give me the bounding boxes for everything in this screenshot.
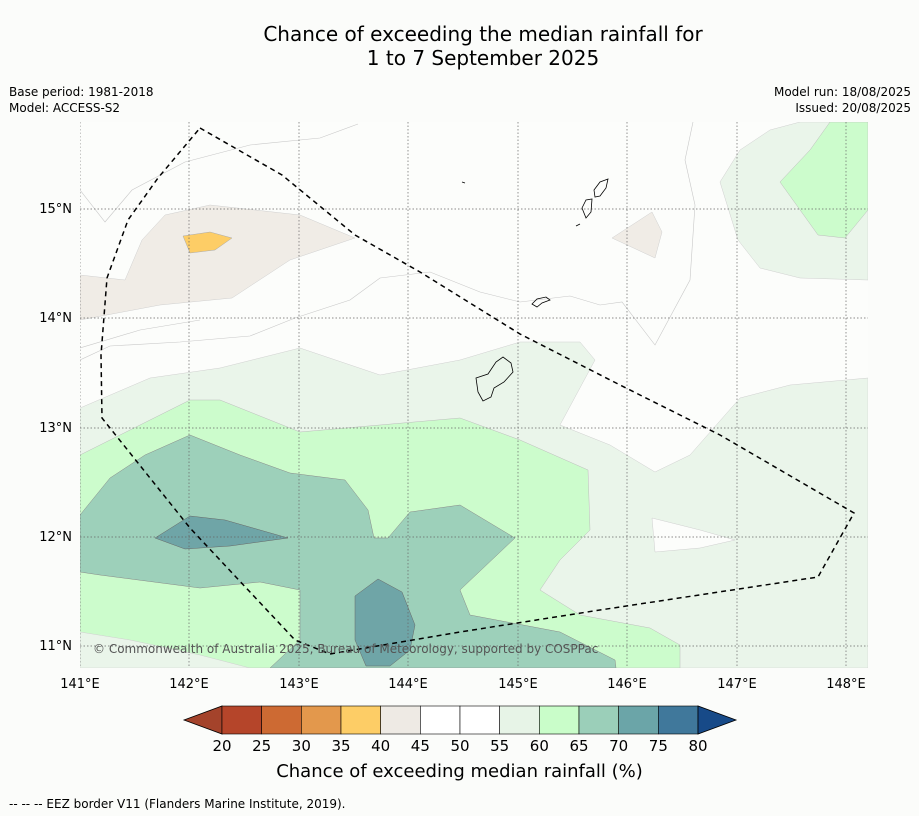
lon-label-147: 147°E	[717, 677, 757, 692]
base-period: Base period: 1981-2018	[9, 85, 154, 99]
colorbar-tick-label: 35	[331, 737, 350, 755]
colorbar-segment	[539, 705, 580, 735]
map-plot-area: © Commonwealth of Australia 2025, Bureau…	[80, 122, 868, 668]
lon-label-141: 141°E	[60, 677, 100, 692]
colorbar-tick-label: 45	[411, 737, 430, 755]
colorbar-over-arrow	[697, 705, 738, 735]
contour-lines	[80, 122, 696, 361]
colorbar-tick-label: 30	[292, 737, 311, 755]
colorbar-segment	[261, 705, 302, 735]
island-tinian	[581, 198, 593, 219]
colorbar-tick-label: 40	[371, 737, 390, 755]
island-farallon	[461, 181, 466, 184]
colorbar-segment	[420, 705, 461, 735]
eez-border	[100, 127, 856, 655]
lon-label-144: 144°E	[388, 677, 428, 692]
colorbar-tick-label: 20	[212, 737, 231, 755]
colorbar-segment	[380, 705, 421, 735]
eez-legend-footer: -- -- -- EEZ border V11 (Flanders Marine…	[9, 797, 346, 811]
colorbar-segment	[618, 705, 659, 735]
lat-label-15: 15°N	[39, 202, 72, 217]
colorbar-segment	[499, 705, 540, 735]
title-line-2: 1 to 7 September 2025	[366, 46, 600, 70]
colorbar-under-arrow	[182, 705, 223, 735]
graticule	[80, 122, 868, 668]
copyright-notice: © Commonwealth of Australia 2025, Bureau…	[93, 642, 598, 656]
band-35-40-northwest	[182, 231, 233, 254]
lon-label-142: 142°E	[169, 677, 209, 692]
band-65-70	[80, 434, 617, 668]
colorbar-tick-label: 60	[530, 737, 549, 755]
colorbar-segment	[301, 705, 342, 735]
contour-line	[80, 319, 201, 349]
island-aguijan	[575, 223, 581, 227]
model-name: Model: ACCESS-S2	[9, 101, 121, 115]
lat-label-12: 12°N	[39, 530, 72, 545]
colorbar-tick-label: 80	[688, 737, 707, 755]
meta-left: Base period: 1981-2018 Model: ACCESS-S2	[9, 84, 154, 116]
contour-line	[80, 122, 696, 361]
band-45-50-northwest	[80, 204, 356, 321]
island-rota	[531, 296, 551, 308]
lon-label-148: 148°E	[826, 677, 866, 692]
lon-label-143: 143°E	[279, 677, 319, 692]
colorbar-segment	[658, 705, 699, 735]
title-line-1: Chance of exceeding the median rainfall …	[263, 22, 703, 46]
colorbar-tick-label: 25	[252, 737, 271, 755]
colorbar-label: Chance of exceeding median rainfall (%)	[276, 761, 643, 782]
colorbar-segment	[459, 705, 500, 735]
issued-date: Issued: 20/08/2025	[795, 101, 911, 115]
contour-line	[80, 123, 359, 223]
meta-right: Model run: 18/08/2025 Issued: 20/08/2025	[774, 84, 911, 116]
colorbar: 20 25 30 35 40 45 50 55 60 65 70 75 80	[182, 705, 738, 755]
lon-axis-labels: 141°E 142°E 143°E 144°E 145°E 146°E 147°…	[60, 677, 866, 692]
lat-axis-labels: 15°N 14°N 13°N 12°N 11°N	[39, 202, 72, 654]
lat-label-14: 14°N	[39, 311, 72, 326]
colorbar-segment	[340, 705, 381, 735]
colorbar-segment	[221, 705, 262, 735]
colorbar-tick-label: 50	[450, 737, 469, 755]
lat-label-11: 11°N	[39, 639, 72, 654]
model-run: Model run: 18/08/2025	[773, 85, 911, 99]
colorbar-tick-label: 75	[649, 737, 668, 755]
lat-label-13: 13°N	[39, 421, 72, 436]
colorbar-tick-label: 70	[609, 737, 628, 755]
band-45-50-northeast-small	[611, 211, 663, 259]
lon-label-145: 145°E	[498, 677, 538, 692]
colorbar-tick-label: 65	[569, 737, 588, 755]
band-50-55-east	[651, 517, 736, 553]
island-saipan	[593, 178, 609, 198]
colorbar-segment	[578, 705, 619, 735]
band-55-60-bottom	[80, 631, 251, 668]
islands	[461, 178, 609, 402]
island-guam	[475, 356, 514, 402]
lon-label-146: 146°E	[607, 677, 647, 692]
band-70-75-west	[154, 515, 289, 550]
colorbar-tick-label: 55	[490, 737, 509, 755]
map-title: Chance of exceeding the median rainfall …	[0, 22, 919, 70]
